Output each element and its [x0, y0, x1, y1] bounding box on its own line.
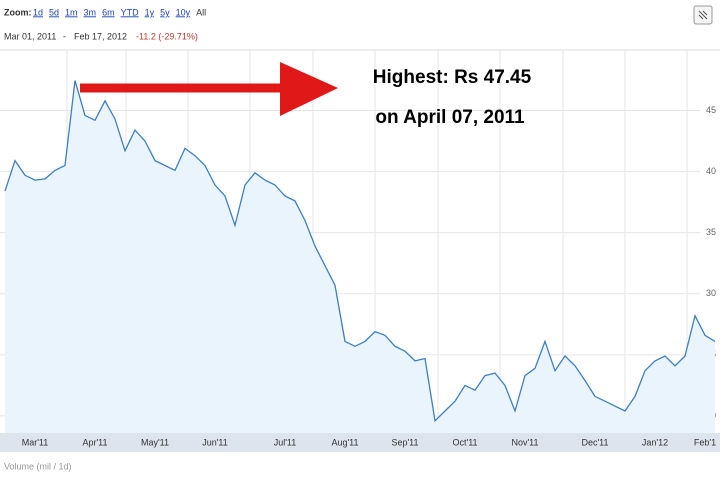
start-date: Mar 01, 2011 [4, 31, 56, 41]
area-fill [5, 80, 715, 433]
x-tick-label: Dec'11 [581, 437, 608, 447]
separator: - [63, 31, 66, 41]
end-date: Feb 17, 2012 [74, 31, 127, 41]
settings-icon-glyph [698, 10, 708, 20]
price-line [4, 80, 716, 423]
x-tick-label: Apr'11 [82, 437, 107, 447]
zoom-option[interactable]: 10y [176, 7, 191, 17]
x-tick-label: Oct'11 [452, 437, 477, 447]
zoom-option[interactable]: 5y [160, 7, 170, 17]
y-tick-label: 35 [706, 227, 716, 237]
zoom-option[interactable]: YTD [121, 7, 140, 17]
annotation: on April 07, 2011 [375, 107, 525, 128]
y-tick-label: 45 [706, 105, 716, 115]
zoom-option[interactable]: All [196, 7, 206, 17]
x-tick-label: Aug'11 [331, 437, 358, 447]
zoom-option[interactable]: 1m [65, 7, 78, 17]
annotation: Highest: Rs 47.45 [373, 67, 532, 88]
arrow-head [280, 62, 338, 116]
zoom-option[interactable]: 1d [33, 7, 43, 17]
y-tick-label: 30 [706, 288, 716, 298]
x-tick-label: Mar'11 [22, 437, 49, 447]
volume-label: Volume (mil / 1d) [4, 461, 72, 471]
y-tick-label: 40 [706, 166, 716, 176]
change: -11.2 (-29.71%) [136, 31, 198, 41]
x-tick-label: Jan'12 [642, 437, 668, 447]
x-axis-band [0, 433, 720, 452]
zoom-label: Zoom: [4, 7, 32, 17]
x-tick-label: Jul'11 [274, 437, 297, 447]
x-tick-label: May'11 [141, 437, 169, 447]
x-tick-label: Sep'11 [391, 437, 418, 447]
x-tick-label: Jun'11 [202, 437, 228, 447]
x-tick-label: Nov'11 [511, 437, 538, 447]
zoom-option[interactable]: 1y [145, 7, 155, 17]
zoom-option[interactable]: 5d [49, 7, 59, 17]
x-tick-label: Feb'1 [694, 437, 716, 447]
zoom-option[interactable]: 6m [102, 7, 115, 17]
zoom-option[interactable]: 3m [84, 7, 97, 17]
